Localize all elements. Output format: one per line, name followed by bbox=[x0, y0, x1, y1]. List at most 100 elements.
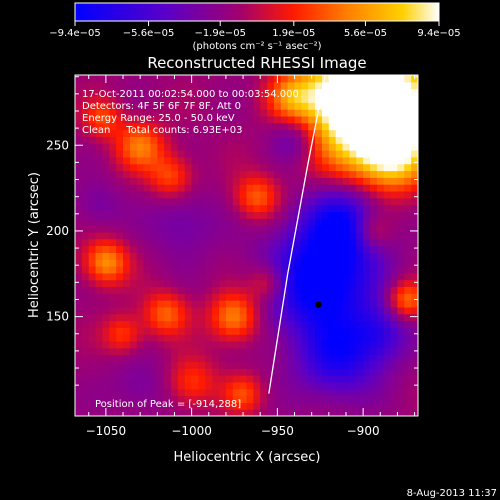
heatmap-cell bbox=[219, 163, 227, 172]
heatmap-cell bbox=[397, 354, 405, 363]
heatmap-cell bbox=[253, 218, 261, 226]
heatmap-cell bbox=[157, 347, 165, 356]
heatmap-cell bbox=[81, 231, 90, 240]
heatmap-cell bbox=[369, 375, 378, 383]
heatmap-cell bbox=[219, 300, 227, 308]
heatmap-cell bbox=[198, 279, 206, 288]
heatmap-cell bbox=[116, 218, 124, 226]
heatmap-cell bbox=[267, 136, 275, 144]
heatmap-cell bbox=[260, 150, 268, 158]
heatmap-cell bbox=[102, 225, 110, 233]
heatmap-cell bbox=[267, 95, 275, 103]
heatmap-cell bbox=[232, 115, 241, 124]
heatmap-cell bbox=[308, 204, 316, 212]
heatmap-cell bbox=[102, 109, 110, 117]
heatmap-cell bbox=[267, 170, 275, 178]
heatmap-cell bbox=[273, 129, 282, 137]
heatmap-cell bbox=[219, 218, 227, 226]
heatmap-cell bbox=[164, 340, 172, 349]
heatmap-cell bbox=[88, 313, 97, 322]
heatmap-cell bbox=[143, 259, 152, 267]
heatmap-cell bbox=[369, 184, 378, 192]
heatmap-cell bbox=[335, 252, 344, 260]
heatmap-cell bbox=[136, 300, 145, 308]
heatmap-cell bbox=[253, 109, 261, 117]
heatmap-cell bbox=[260, 143, 268, 151]
heatmap-cell bbox=[356, 163, 364, 172]
heatmap-cell bbox=[267, 293, 275, 301]
heatmap-cell bbox=[383, 334, 392, 342]
heatmap-cell bbox=[75, 286, 83, 294]
heatmap-cell bbox=[267, 218, 275, 226]
heatmap-cell bbox=[397, 75, 405, 83]
heatmap-cell bbox=[328, 88, 337, 97]
x-tick-label: −1000 bbox=[171, 424, 212, 438]
heatmap-cell bbox=[376, 327, 385, 335]
heatmap-cell bbox=[157, 109, 165, 117]
heatmap-cell bbox=[116, 238, 124, 247]
heatmap-cell bbox=[184, 163, 193, 172]
heatmap-cell bbox=[129, 81, 138, 90]
heatmap-cell bbox=[356, 286, 364, 294]
heatmap-cell bbox=[157, 75, 165, 83]
heatmap-cell bbox=[88, 129, 97, 137]
heatmap-cell bbox=[267, 361, 275, 369]
heatmap-cell bbox=[308, 395, 316, 403]
heatmap-cell bbox=[116, 88, 124, 97]
heatmap-cell bbox=[321, 218, 330, 226]
heatmap-cell bbox=[404, 115, 412, 124]
heatmap-cell bbox=[294, 190, 302, 199]
heatmap-cell bbox=[280, 347, 289, 356]
heatmap-cell bbox=[246, 334, 254, 342]
heatmap-cell bbox=[239, 381, 248, 390]
heatmap-cell bbox=[123, 109, 131, 117]
y-tick-label: 150 bbox=[46, 310, 69, 324]
heatmap-cell bbox=[397, 115, 405, 124]
heatmap-cell bbox=[349, 361, 357, 369]
heatmap-cell bbox=[253, 395, 261, 403]
heatmap-cell bbox=[171, 286, 179, 294]
heatmap-cell bbox=[157, 184, 165, 192]
heatmap-cell bbox=[273, 259, 282, 267]
heatmap-cell bbox=[294, 381, 302, 390]
heatmap-cell bbox=[260, 395, 268, 403]
heatmap-cell bbox=[136, 136, 145, 144]
heatmap-cell bbox=[260, 300, 268, 308]
heatmap-cell bbox=[205, 279, 213, 288]
heatmap-cell bbox=[198, 300, 206, 308]
heatmap-cell bbox=[273, 381, 282, 390]
heatmap-cell bbox=[273, 184, 282, 192]
heatmap-cell bbox=[184, 184, 193, 192]
heatmap-cell bbox=[123, 368, 131, 376]
heatmap-cell bbox=[376, 136, 385, 144]
heatmap-cell bbox=[260, 109, 268, 117]
heatmap-cell bbox=[246, 95, 254, 103]
heatmap-cell bbox=[75, 204, 83, 212]
heatmap-cell bbox=[397, 143, 405, 151]
heatmap-cell bbox=[287, 177, 296, 185]
heatmap-cell bbox=[75, 218, 83, 226]
heatmap-cell bbox=[212, 197, 220, 206]
heatmap-cell bbox=[232, 265, 241, 274]
heatmap-cell bbox=[157, 143, 165, 151]
heatmap-cell bbox=[383, 279, 392, 288]
heatmap-cell bbox=[150, 347, 158, 356]
heatmap-cell bbox=[219, 279, 227, 288]
heatmap-cell bbox=[342, 320, 350, 328]
heatmap-cell bbox=[164, 252, 172, 260]
heatmap-cell bbox=[267, 252, 275, 260]
heatmap-cell bbox=[205, 238, 213, 247]
heatmap-cell bbox=[287, 136, 296, 144]
heatmap-cell bbox=[369, 177, 378, 185]
heatmap-cell bbox=[157, 402, 165, 410]
heatmap-cell bbox=[88, 109, 97, 117]
heatmap-cell bbox=[369, 122, 378, 131]
heatmap-cell bbox=[315, 265, 323, 274]
heatmap-cell bbox=[342, 313, 350, 322]
heatmap-cell bbox=[280, 231, 289, 240]
heatmap-cell bbox=[315, 320, 323, 328]
heatmap-cell bbox=[356, 204, 364, 212]
heatmap-cell bbox=[342, 204, 350, 212]
heatmap-cell bbox=[109, 204, 117, 212]
heatmap-cell bbox=[205, 245, 213, 253]
